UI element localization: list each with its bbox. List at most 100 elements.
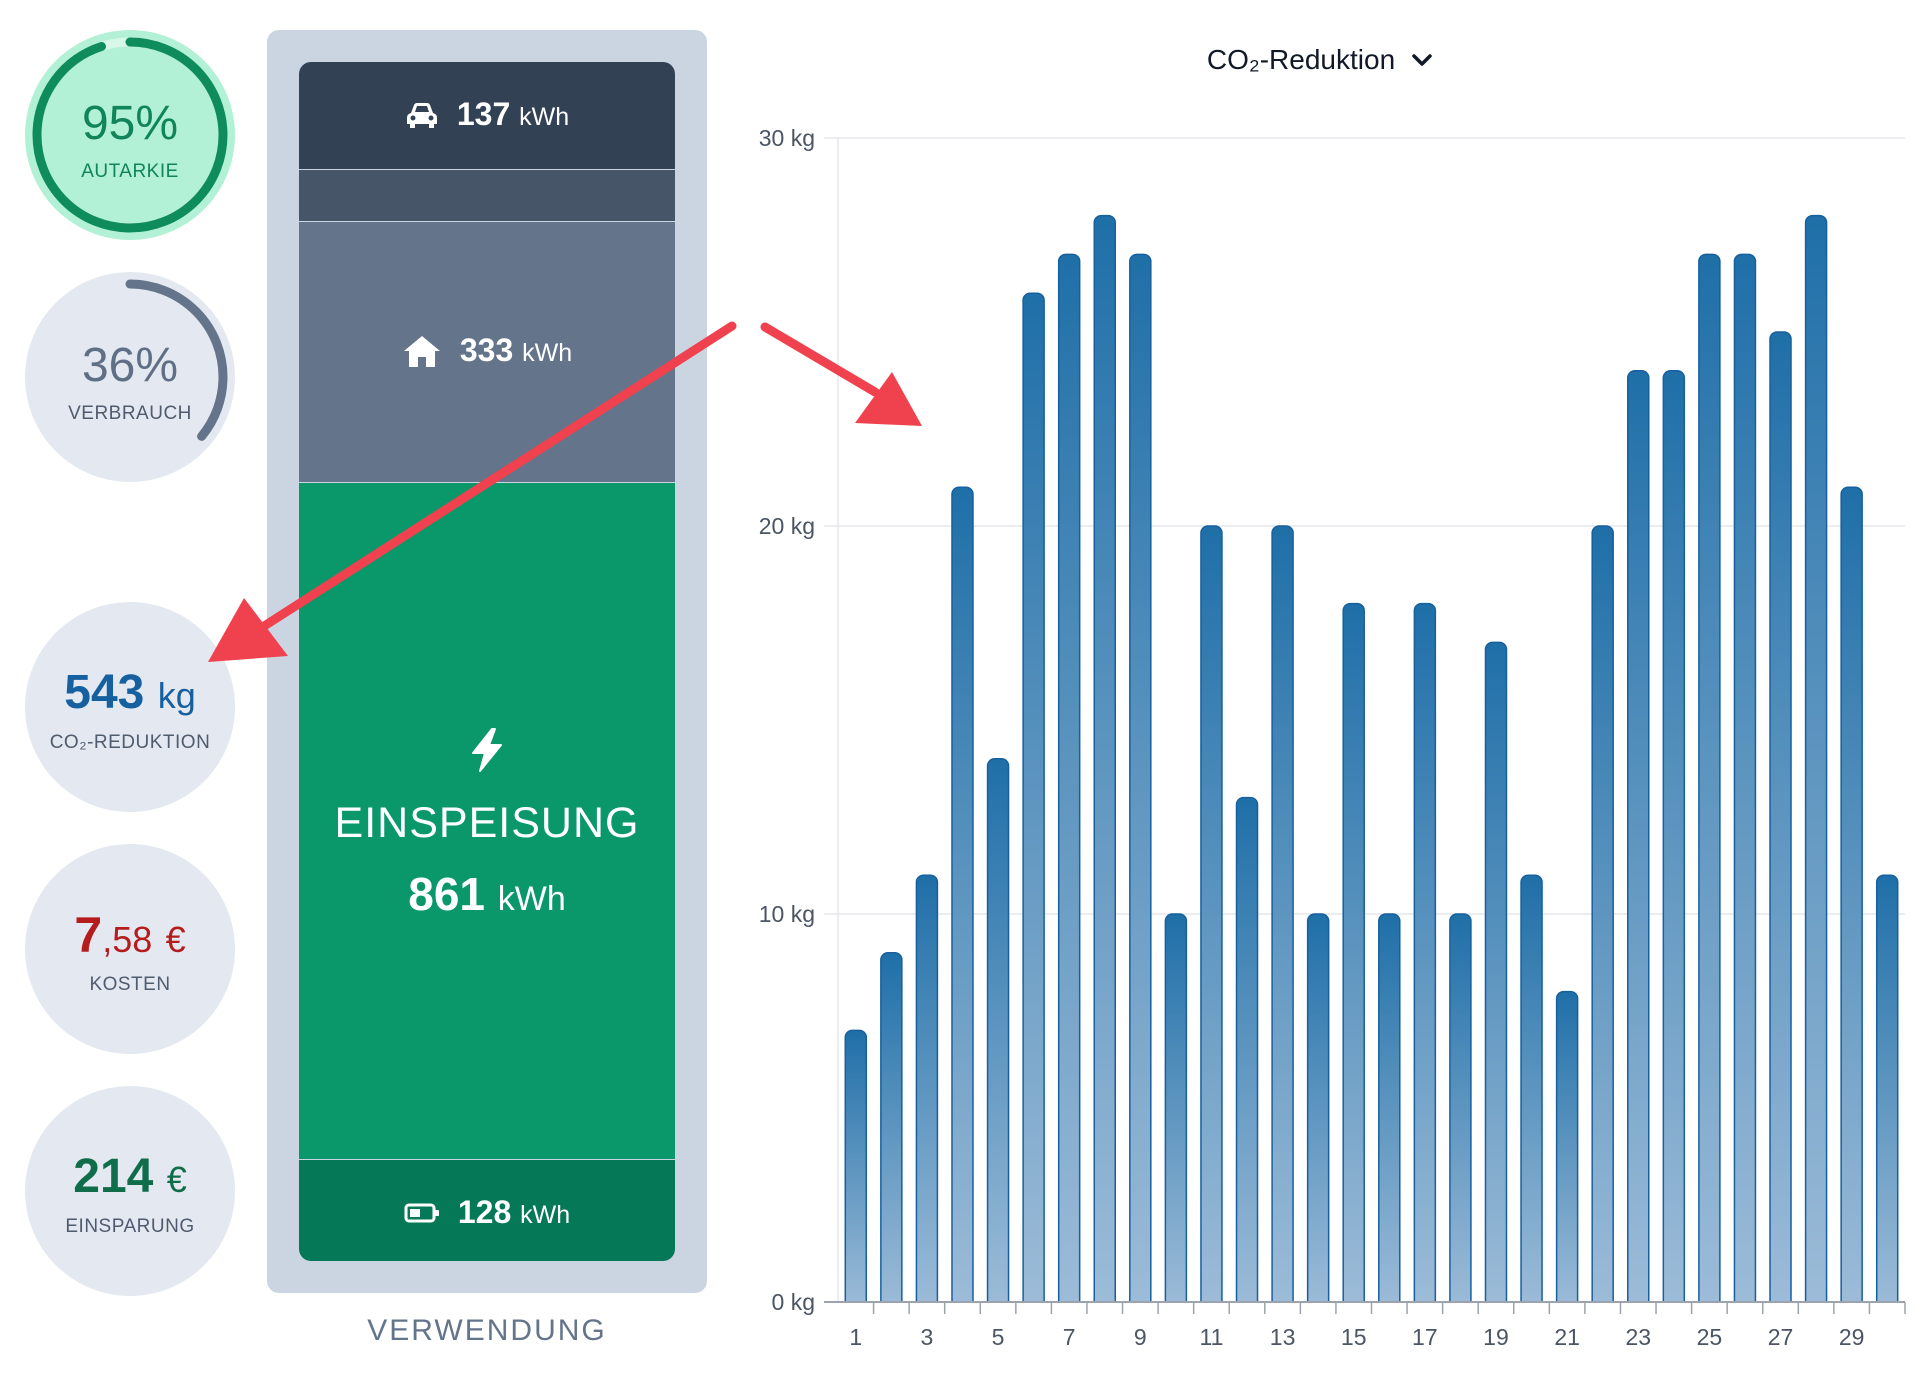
bar-day-5[interactable]	[986, 758, 1010, 1309]
car-unit: kWh	[519, 103, 570, 131]
battery-number: 128	[457, 1194, 512, 1230]
x-tick-label: 1	[849, 1324, 862, 1350]
bar-day-20[interactable]	[1520, 874, 1543, 1309]
bar-day-23[interactable]	[1627, 370, 1650, 1309]
y-tick-label: 10 kg	[759, 901, 815, 927]
bar-day-30[interactable]	[1875, 874, 1899, 1309]
chart-bars	[824, 214, 1907, 1313]
battery-icon	[404, 1203, 439, 1222]
annotation-arrow-right	[760, 322, 880, 397]
y-tick-label: 20 kg	[759, 513, 815, 539]
annotation-arrow-right-head	[855, 372, 922, 426]
bar-day-2[interactable]	[880, 952, 903, 1309]
bar-day-27[interactable]	[1769, 331, 1792, 1309]
bar-day-22[interactable]	[1591, 525, 1614, 1309]
einsparung-stat[interactable]: 214 € EINSPARUNG	[25, 1086, 235, 1296]
car-icon	[406, 102, 437, 128]
x-tick-label: 3	[921, 1324, 934, 1350]
usage-segment-home[interactable]: 333 kWh	[299, 222, 675, 482]
autarkie-label: AUTARKIE	[81, 161, 179, 182]
x-tick-label: 17	[1412, 1324, 1438, 1350]
bar-day-9[interactable]	[1129, 253, 1152, 1309]
bar-day-17[interactable]	[1413, 602, 1437, 1309]
annotation-arrows	[208, 321, 922, 662]
usage-caption: VERWENDUNG	[367, 1314, 607, 1347]
battery-unit: kWh	[520, 1201, 571, 1229]
bar-day-14[interactable]	[1306, 913, 1330, 1309]
co2-label: CO₂-REDUKTION	[49, 732, 211, 753]
x-tick-label: 19	[1483, 1324, 1509, 1350]
x-tick-label: 5	[992, 1324, 1005, 1350]
kosten-integer: 7	[74, 907, 103, 963]
home-value: 333 kWh	[460, 332, 572, 369]
verbrauch-label: VERBRAUCH	[68, 403, 192, 424]
annotation-arrow-left	[253, 321, 737, 635]
bar-day-8[interactable]	[1093, 214, 1116, 1309]
einsparung-unit: €	[166, 1159, 187, 1200]
bar-day-11[interactable]	[1200, 525, 1223, 1309]
x-tick-label: 27	[1768, 1324, 1794, 1350]
x-tick-label: 13	[1270, 1324, 1296, 1350]
y-tick-label: 30 kg	[759, 125, 815, 151]
x-tick-label: 29	[1839, 1324, 1865, 1350]
kosten-decimal: ,58	[102, 919, 153, 960]
bar-day-29[interactable]	[1840, 486, 1863, 1309]
autarkie-stat[interactable]: 95% AUTARKIE	[25, 30, 235, 240]
bar-day-7[interactable]	[1057, 253, 1081, 1309]
bar-day-4[interactable]	[951, 486, 974, 1309]
einsparung-value: 214 €	[25, 1151, 235, 1206]
bar-day-12[interactable]	[1235, 796, 1259, 1309]
bar-day-19[interactable]	[1484, 641, 1508, 1309]
x-tick-label: 23	[1625, 1324, 1651, 1350]
bar-day-21[interactable]	[1555, 990, 1579, 1309]
usage-segment-other	[299, 170, 675, 221]
chart-metric-dropdown[interactable]: CO₂-Reduktion	[1150, 44, 1490, 76]
bar-day-13[interactable]	[1271, 525, 1294, 1309]
feed-in-title: EINSPEISUNG	[334, 799, 640, 847]
verbrauch-value: 36%	[81, 339, 179, 392]
bar-day-24[interactable]	[1662, 370, 1686, 1309]
lightning-icon	[472, 728, 502, 772]
car-number: 137	[456, 96, 511, 132]
einsparung-label: EINSPARUNG	[65, 1216, 195, 1237]
x-tick-label: 21	[1554, 1324, 1580, 1350]
bar-day-10[interactable]	[1164, 913, 1188, 1309]
x-tick-label: 25	[1697, 1324, 1723, 1350]
kosten-value: 7,58 €	[25, 909, 235, 966]
usage-segment-battery[interactable]: 128 kWh	[299, 1160, 675, 1261]
einsparung-number: 214	[73, 1150, 154, 1203]
co2-stat[interactable]: 543 kg CO₂-REDUKTION	[25, 602, 235, 812]
home-number: 333	[459, 332, 514, 368]
home-unit: kWh	[522, 339, 573, 367]
kosten-unit: €	[165, 919, 186, 960]
usage-segment-feed-in[interactable]: EINSPEISUNG 861 kWh	[299, 483, 675, 1159]
autarkie-value: 95%	[81, 97, 179, 150]
kosten-stat[interactable]: 7,58 € KOSTEN	[25, 844, 235, 1054]
bar-day-6[interactable]	[1022, 292, 1045, 1309]
verbrauch-progress-ring	[32, 279, 228, 475]
usage-segment-car[interactable]: 137 kWh	[299, 62, 675, 169]
bar-day-26[interactable]	[1733, 253, 1757, 1309]
verbrauch-stat[interactable]: 36% VERBRAUCH	[25, 272, 235, 482]
y-tick-label: 0 kg	[772, 1289, 815, 1315]
chart-metric-label: CO₂-Reduktion	[1206, 44, 1396, 75]
co2-unit: kg	[157, 675, 196, 716]
annotation-arrow-left-head	[208, 598, 288, 662]
bar-day-16[interactable]	[1378, 913, 1401, 1309]
chart-y-axis: 0 kg 10 kg 20 kg 30 kg	[759, 125, 815, 1315]
feed-in-unit: kWh	[497, 880, 566, 918]
usage-panel: 137 kWh 333 kWh EINSPEISUNG 861 kWh	[267, 30, 707, 1293]
bar-day-1[interactable]	[844, 1029, 868, 1309]
x-tick-label: 11	[1200, 1324, 1224, 1350]
bar-day-3[interactable]	[915, 874, 939, 1309]
bar-day-15[interactable]	[1342, 602, 1365, 1309]
x-tick-label: 9	[1134, 1324, 1147, 1350]
x-tick-label: 15	[1341, 1324, 1367, 1350]
bar-day-28[interactable]	[1804, 214, 1828, 1309]
bar-day-25[interactable]	[1698, 253, 1721, 1309]
chart-x-axis: 1 3 5 7 9 11 13 15 17 19 21 23 25 27 29	[849, 1302, 1906, 1350]
co2-number: 543	[64, 666, 145, 719]
bar-day-18[interactable]	[1449, 913, 1472, 1309]
autarkie-progress-ring	[32, 37, 228, 233]
